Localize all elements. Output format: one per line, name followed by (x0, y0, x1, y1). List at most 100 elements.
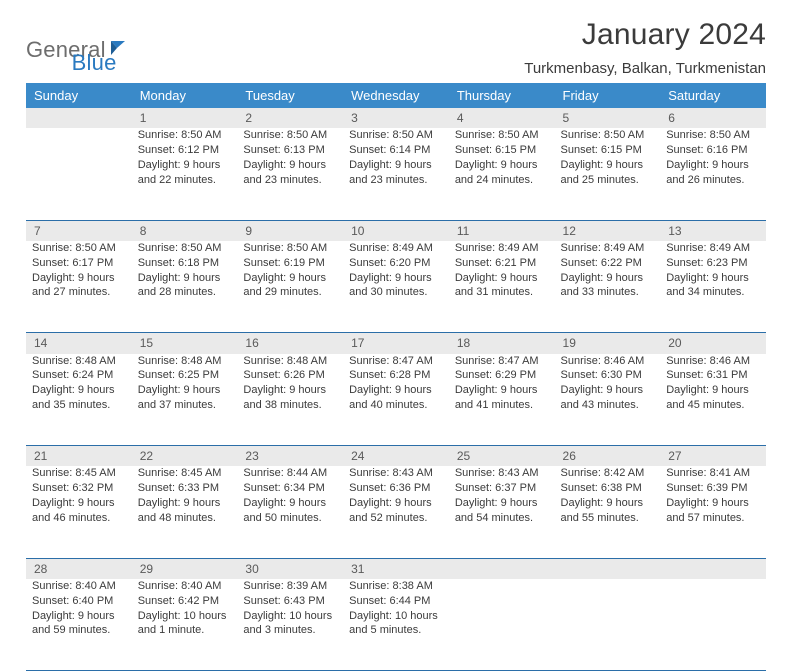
day-detail-line: Daylight: 9 hours and 37 minutes. (138, 383, 232, 413)
day-number-row: 21222324252627 (26, 446, 766, 467)
day-cell (660, 579, 766, 671)
day-detail-line: Daylight: 9 hours and 22 minutes. (138, 158, 232, 188)
day-cell: Sunrise: 8:49 AMSunset: 6:20 PMDaylight:… (343, 241, 449, 333)
day-detail-line: Daylight: 9 hours and 57 minutes. (666, 496, 760, 526)
day-detail-line: Sunrise: 8:46 AM (561, 354, 655, 369)
day-detail-line: Sunset: 6:30 PM (561, 368, 655, 383)
day-header: Tuesday (237, 83, 343, 108)
day-cell: Sunrise: 8:50 AMSunset: 6:15 PMDaylight:… (449, 128, 555, 220)
day-detail-line: Daylight: 9 hours and 59 minutes. (32, 609, 126, 639)
day-detail-line: Sunrise: 8:50 AM (243, 241, 337, 256)
day-cell: Sunrise: 8:44 AMSunset: 6:34 PMDaylight:… (237, 466, 343, 558)
day-detail-line: Daylight: 9 hours and 34 minutes. (666, 271, 760, 301)
day-number-row: 28293031 (26, 558, 766, 579)
day-number: 27 (660, 446, 766, 467)
day-detail-line: Daylight: 9 hours and 40 minutes. (349, 383, 443, 413)
day-number-row: 78910111213 (26, 220, 766, 241)
day-detail-line: Daylight: 9 hours and 45 minutes. (666, 383, 760, 413)
day-number-row: 14151617181920 (26, 333, 766, 354)
day-header: Wednesday (343, 83, 449, 108)
day-cell: Sunrise: 8:39 AMSunset: 6:43 PMDaylight:… (237, 579, 343, 671)
day-number: 3 (343, 108, 449, 128)
day-detail-line: Daylight: 9 hours and 29 minutes. (243, 271, 337, 301)
day-number: 2 (237, 108, 343, 128)
day-detail-line: Daylight: 9 hours and 35 minutes. (32, 383, 126, 413)
day-header: Friday (555, 83, 661, 108)
page-header: General Blue January 2024 Turkmenbasy, B… (26, 18, 766, 77)
day-number: 13 (660, 220, 766, 241)
day-number: 4 (449, 108, 555, 128)
day-number: 21 (26, 446, 132, 467)
brand-word-2: Blue (72, 50, 117, 76)
day-detail-line: Daylight: 9 hours and 24 minutes. (455, 158, 549, 188)
day-detail-line: Sunset: 6:18 PM (138, 256, 232, 271)
day-detail-line: Sunset: 6:36 PM (349, 481, 443, 496)
day-number-row: 123456 (26, 108, 766, 128)
day-detail-line: Sunset: 6:44 PM (349, 594, 443, 609)
day-number: 11 (449, 220, 555, 241)
day-number: 19 (555, 333, 661, 354)
day-number (26, 108, 132, 128)
day-cell: Sunrise: 8:43 AMSunset: 6:36 PMDaylight:… (343, 466, 449, 558)
day-number: 18 (449, 333, 555, 354)
day-detail-line: Sunrise: 8:50 AM (243, 128, 337, 143)
day-detail-line: Sunset: 6:14 PM (349, 143, 443, 158)
day-cell: Sunrise: 8:48 AMSunset: 6:24 PMDaylight:… (26, 354, 132, 446)
day-detail-line: Daylight: 9 hours and 30 minutes. (349, 271, 443, 301)
day-detail-line: Sunrise: 8:50 AM (32, 241, 126, 256)
week-row: Sunrise: 8:45 AMSunset: 6:32 PMDaylight:… (26, 466, 766, 558)
day-detail-line: Sunrise: 8:42 AM (561, 466, 655, 481)
day-cell (555, 579, 661, 671)
day-detail-line: Daylight: 10 hours and 1 minute. (138, 609, 232, 639)
day-number: 10 (343, 220, 449, 241)
day-detail-line: Daylight: 9 hours and 28 minutes. (138, 271, 232, 301)
day-detail-line: Sunset: 6:19 PM (243, 256, 337, 271)
day-cell: Sunrise: 8:45 AMSunset: 6:33 PMDaylight:… (132, 466, 238, 558)
day-cell: Sunrise: 8:50 AMSunset: 6:16 PMDaylight:… (660, 128, 766, 220)
day-header: Saturday (660, 83, 766, 108)
day-detail-line: Sunrise: 8:49 AM (349, 241, 443, 256)
day-detail-line: Sunset: 6:43 PM (243, 594, 337, 609)
day-detail-line: Sunset: 6:26 PM (243, 368, 337, 383)
day-detail-line: Sunrise: 8:43 AM (455, 466, 549, 481)
day-number: 15 (132, 333, 238, 354)
day-detail-line: Sunrise: 8:50 AM (138, 241, 232, 256)
day-detail-line: Sunset: 6:34 PM (243, 481, 337, 496)
day-number: 20 (660, 333, 766, 354)
day-number: 6 (660, 108, 766, 128)
day-detail-line: Sunset: 6:12 PM (138, 143, 232, 158)
day-detail-line: Daylight: 9 hours and 25 minutes. (561, 158, 655, 188)
day-detail-line: Sunset: 6:16 PM (666, 143, 760, 158)
day-cell: Sunrise: 8:49 AMSunset: 6:23 PMDaylight:… (660, 241, 766, 333)
day-detail-line: Daylight: 9 hours and 50 minutes. (243, 496, 337, 526)
day-detail-line: Sunrise: 8:45 AM (138, 466, 232, 481)
day-number: 14 (26, 333, 132, 354)
day-detail-line: Sunset: 6:39 PM (666, 481, 760, 496)
day-detail-line: Sunset: 6:13 PM (243, 143, 337, 158)
day-detail-line: Sunset: 6:42 PM (138, 594, 232, 609)
day-number (555, 558, 661, 579)
day-cell: Sunrise: 8:48 AMSunset: 6:25 PMDaylight:… (132, 354, 238, 446)
day-cell: Sunrise: 8:43 AMSunset: 6:37 PMDaylight:… (449, 466, 555, 558)
day-cell: Sunrise: 8:47 AMSunset: 6:28 PMDaylight:… (343, 354, 449, 446)
day-detail-line: Sunrise: 8:46 AM (666, 354, 760, 369)
day-detail-line: Sunrise: 8:49 AM (666, 241, 760, 256)
day-detail-line: Sunrise: 8:43 AM (349, 466, 443, 481)
day-detail-line: Sunrise: 8:39 AM (243, 579, 337, 594)
day-detail-line: Sunrise: 8:49 AM (455, 241, 549, 256)
day-cell (449, 579, 555, 671)
calendar-table: Sunday Monday Tuesday Wednesday Thursday… (26, 83, 766, 671)
day-cell: Sunrise: 8:48 AMSunset: 6:26 PMDaylight:… (237, 354, 343, 446)
day-number: 23 (237, 446, 343, 467)
day-detail-line: Sunset: 6:15 PM (561, 143, 655, 158)
calendar-body: 123456Sunrise: 8:50 AMSunset: 6:12 PMDay… (26, 108, 766, 671)
day-detail-line: Sunrise: 8:48 AM (243, 354, 337, 369)
day-detail-line: Sunrise: 8:47 AM (455, 354, 549, 369)
day-cell: Sunrise: 8:46 AMSunset: 6:31 PMDaylight:… (660, 354, 766, 446)
day-cell: Sunrise: 8:41 AMSunset: 6:39 PMDaylight:… (660, 466, 766, 558)
day-number: 12 (555, 220, 661, 241)
day-detail-line: Daylight: 9 hours and 52 minutes. (349, 496, 443, 526)
day-detail-line: Sunset: 6:38 PM (561, 481, 655, 496)
day-number (660, 558, 766, 579)
day-detail-line: Sunset: 6:40 PM (32, 594, 126, 609)
